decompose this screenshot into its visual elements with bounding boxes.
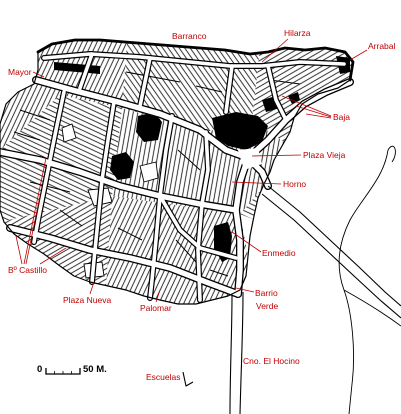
label-enmedio: Enmedio [262, 248, 296, 258]
map-labels: Barranco Hilarza Arrabal Mayor Baja Plaz… [8, 28, 396, 382]
black-building [288, 92, 300, 104]
leader-plaza-nueva [89, 281, 95, 295]
lot-divisions [13, 71, 301, 277]
leader-horno [231, 181, 282, 185]
scale-zero-label: 0 [37, 364, 42, 375]
scale-bar-ticks [54, 371, 72, 374]
courtyard [61, 123, 77, 143]
leader-barrio-verde [235, 287, 255, 293]
label-horno: Horno [283, 179, 306, 189]
church-block [212, 112, 268, 150]
lot-line [13, 131, 41, 141]
dark-buildings [54, 56, 350, 262]
courtyard [139, 161, 159, 183]
label-cno-el-hocino: Cno. El Hocino [243, 356, 300, 366]
label-barrio-verde-line2: Verde [256, 301, 278, 311]
leader-baja [305, 113, 332, 119]
leader-castillo [23, 157, 47, 265]
label-barranco: Barranco [172, 31, 207, 41]
outer-roads [182, 145, 401, 414]
road-east-edge [267, 185, 401, 307]
black-building [136, 112, 162, 142]
stream-line [338, 149, 389, 414]
leader-baja [295, 105, 332, 118]
road-hocino-edge [229, 295, 233, 414]
label-mayor: Mayor [8, 67, 32, 77]
lot-line [175, 239, 197, 263]
leader-hilarza [261, 38, 289, 63]
lot-line [19, 109, 51, 121]
scale-end-label: 50 M. [83, 364, 107, 375]
street-surfaces [0, 52, 350, 302]
leader-enmedio [231, 231, 262, 253]
label-baja: Baja [333, 112, 350, 122]
lot-line [29, 181, 71, 193]
barranco-cliff-edge [36, 38, 355, 82]
label-barrio-castillo: Bº Castillo [8, 265, 47, 275]
lot-line [125, 71, 181, 83]
path-branch [343, 289, 401, 327]
label-escuelas: Escuelas [146, 372, 181, 382]
school-marker [182, 371, 194, 387]
leader-castillo [25, 195, 41, 265]
lot-line [269, 79, 301, 85]
scale-bar: 0 50 M. [37, 364, 107, 375]
leader-castillo [15, 235, 23, 265]
label-palomar: Palomar [140, 303, 172, 313]
label-barrio-verde-line1: Barrio [255, 288, 278, 298]
stream-loop [387, 145, 396, 163]
lot-line [195, 85, 223, 93]
lot-line [117, 227, 143, 241]
label-arrabal: Arrabal [368, 41, 396, 51]
leader-palomar [155, 289, 161, 303]
leader-castillo [39, 247, 67, 265]
lot-line [59, 209, 83, 227]
leader-mayor [32, 71, 45, 78]
black-building [110, 152, 134, 180]
label-plaza-nueva: Plaza Nueva [63, 295, 111, 305]
plaza-vieja-square [238, 148, 262, 170]
leader-baja [281, 95, 332, 117]
leader-arrabal [349, 49, 368, 61]
road-hocino-edge [239, 291, 244, 414]
label-hilarza: Hilarza [284, 28, 311, 38]
label-plaza-vieja: Plaza Vieja [303, 150, 346, 160]
leader-plaza-vieja [251, 154, 302, 157]
lot-line [177, 149, 201, 171]
lot-line [209, 269, 229, 277]
leader-lines [15, 38, 368, 303]
